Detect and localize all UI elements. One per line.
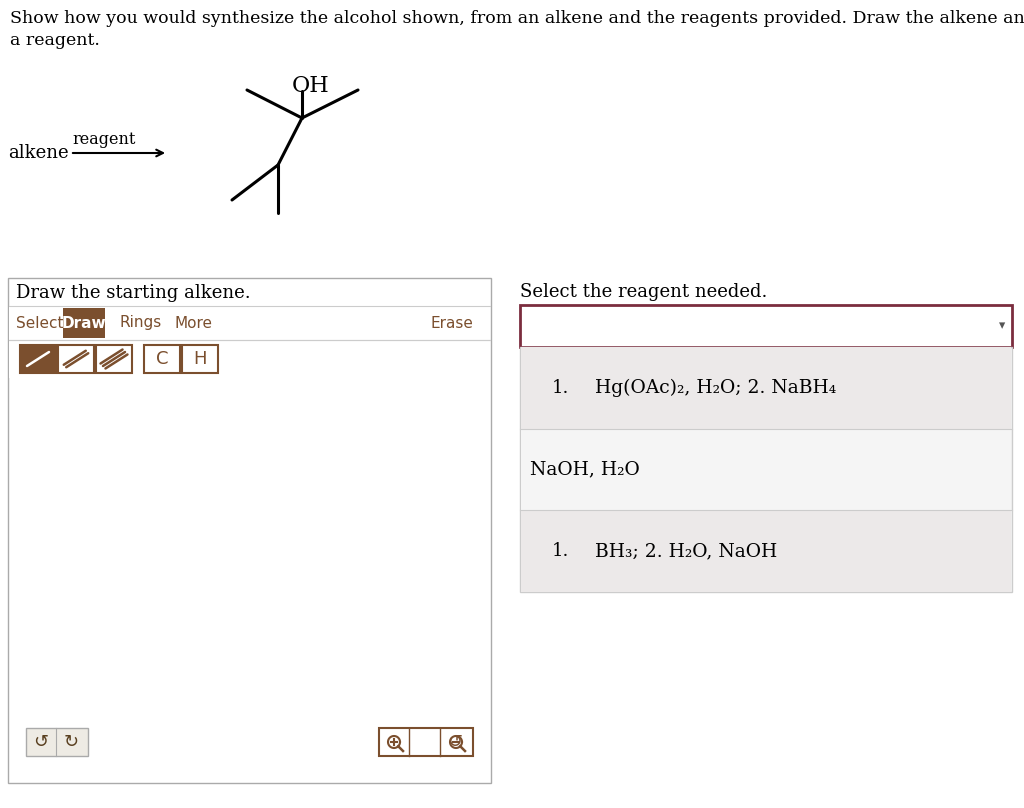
Text: ↻: ↻ xyxy=(63,733,79,751)
Bar xyxy=(9,306,490,340)
Text: alkene: alkene xyxy=(8,144,69,162)
Bar xyxy=(144,345,180,373)
Text: ↺: ↺ xyxy=(447,733,463,751)
Text: ↺: ↺ xyxy=(34,733,48,751)
Text: OH: OH xyxy=(292,75,330,97)
Bar xyxy=(63,308,105,338)
Text: More: More xyxy=(174,315,212,330)
Text: Hg(OAc)₂, H₂O; 2. NaBH₄: Hg(OAc)₂, H₂O; 2. NaBH₄ xyxy=(595,379,837,397)
Text: Draw: Draw xyxy=(61,315,106,330)
Text: Select the reagent needed.: Select the reagent needed. xyxy=(520,283,767,301)
Text: Erase: Erase xyxy=(430,315,473,330)
Bar xyxy=(9,340,490,378)
Text: a reagent.: a reagent. xyxy=(10,32,100,49)
Bar xyxy=(20,345,56,373)
Text: H: H xyxy=(194,350,207,368)
Text: BH₃; 2. H₂O, NaOH: BH₃; 2. H₂O, NaOH xyxy=(595,542,777,560)
Text: C: C xyxy=(156,350,168,368)
Text: Show how you would synthesize the alcohol shown, from an alkene and the reagents: Show how you would synthesize the alcoho… xyxy=(10,10,1024,27)
Text: Rings: Rings xyxy=(120,315,162,330)
Bar xyxy=(26,728,88,756)
Text: NaOH, H₂O: NaOH, H₂O xyxy=(530,461,640,478)
Bar xyxy=(182,345,218,373)
Bar xyxy=(521,429,1011,511)
Text: Select: Select xyxy=(16,315,63,330)
Bar xyxy=(58,345,94,373)
Text: 1.: 1. xyxy=(552,542,569,560)
Bar xyxy=(520,305,1012,347)
Bar xyxy=(521,511,1011,592)
Bar xyxy=(520,347,1012,592)
Bar xyxy=(8,278,490,783)
Bar xyxy=(379,728,473,756)
Text: Draw the starting alkene.: Draw the starting alkene. xyxy=(16,284,251,302)
Text: reagent: reagent xyxy=(72,132,135,149)
Bar xyxy=(521,347,1011,429)
Text: 1.: 1. xyxy=(552,379,569,397)
Text: ▾: ▾ xyxy=(998,319,1006,333)
Bar xyxy=(96,345,132,373)
